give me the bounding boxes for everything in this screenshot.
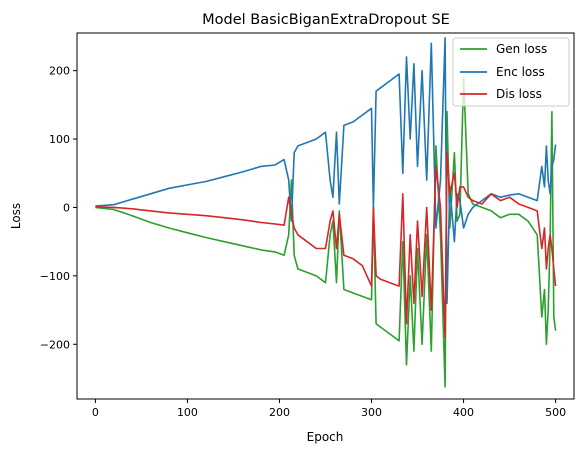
x-tick-label: 200 [269, 406, 290, 419]
x-tick-label: 400 [453, 406, 474, 419]
x-tick-label: 300 [361, 406, 382, 419]
y-tick-label: −100 [40, 270, 70, 283]
legend: Gen loss Enc loss Dis loss [452, 37, 570, 107]
y-tick-label: 100 [49, 133, 70, 146]
legend-label-gen-loss: Gen loss [496, 42, 547, 56]
legend-label-dis-loss: Dis loss [496, 87, 542, 101]
chart-title: Model BasicBiganExtraDropout SE [202, 12, 450, 28]
series-line-enc-loss [95, 37, 557, 304]
x-tick-label: 100 [177, 406, 198, 419]
series-line-dis-loss [95, 151, 557, 339]
plot-area [76, 32, 575, 400]
legend-label-enc-loss: Enc loss [496, 65, 545, 79]
x-tick-label: 500 [545, 406, 566, 419]
x-axis-ticks: 0 100 200 300 400 500 [92, 399, 566, 419]
axes-frame [76, 32, 575, 400]
y-tick-label: 0 [63, 201, 70, 214]
y-tick-label: −200 [40, 338, 70, 351]
y-axis-ticks: −200 −100 0 100 200 [40, 65, 77, 351]
series-line-gen-loss [95, 76, 557, 388]
x-tick-label: 0 [92, 406, 99, 419]
x-axis-label: Epoch [307, 430, 344, 444]
y-axis-label: Loss [9, 203, 23, 229]
y-tick-label: 200 [49, 65, 70, 78]
legend-box [452, 37, 570, 107]
